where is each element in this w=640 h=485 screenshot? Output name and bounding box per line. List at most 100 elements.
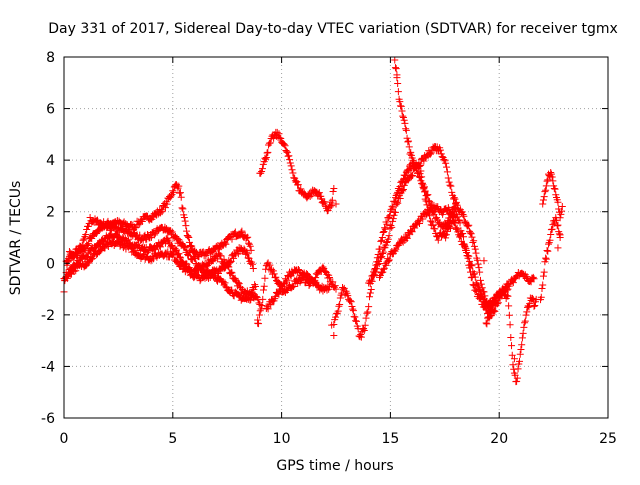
data-point: [340, 284, 348, 292]
data-point: [384, 257, 392, 265]
data-point: [387, 205, 395, 213]
data-point: [402, 233, 410, 241]
data-point: [442, 159, 450, 167]
data-point: [217, 252, 225, 260]
data-point: [286, 156, 294, 164]
data-point: [408, 171, 416, 179]
data-point: [424, 191, 432, 199]
data-point: [266, 261, 274, 269]
data-point: [141, 244, 149, 252]
data-point: [182, 222, 190, 230]
data-point: [556, 231, 564, 239]
data-point: [272, 273, 280, 281]
data-point: [453, 213, 461, 221]
data-point: [284, 152, 292, 160]
data-point: [391, 208, 399, 216]
data-point: [407, 227, 415, 235]
data-point: [469, 281, 477, 289]
data-point: [421, 187, 429, 195]
data-point: [419, 215, 427, 223]
data-point: [238, 227, 246, 235]
data-point: [179, 205, 187, 213]
data-point: [404, 138, 412, 146]
data-point: [547, 231, 555, 239]
data-point: [465, 221, 473, 229]
x-tick-label: 5: [168, 431, 177, 447]
data-point: [415, 216, 423, 224]
data-point: [525, 303, 533, 311]
data-point: [378, 234, 386, 242]
data-point: [366, 289, 374, 297]
data-point: [125, 236, 133, 244]
data-point: [554, 244, 562, 252]
data-point: [444, 174, 452, 182]
data-point: [83, 241, 91, 249]
data-point: [72, 267, 80, 275]
data-point: [396, 182, 404, 190]
y-tick-label: -2: [41, 308, 55, 324]
data-point: [335, 302, 343, 310]
data-point: [558, 207, 566, 215]
data-point: [442, 231, 450, 239]
data-point: [243, 250, 251, 258]
y-tick-label: 4: [46, 153, 55, 169]
data-point: [173, 246, 181, 254]
data-point: [258, 165, 266, 173]
data-point: [407, 148, 415, 156]
data-point: [530, 302, 538, 310]
data-point: [228, 269, 236, 277]
data-point: [379, 248, 387, 256]
data-point: [283, 276, 291, 284]
data-point: [230, 254, 238, 262]
data-point: [401, 119, 409, 127]
data-point: [394, 188, 402, 196]
data-point: [185, 238, 193, 246]
data-point: [138, 218, 146, 226]
data-point: [81, 245, 89, 253]
data-point: [275, 290, 283, 298]
data-point: [396, 98, 404, 106]
data-point: [405, 143, 413, 151]
data-point: [166, 193, 174, 201]
data-point: [381, 225, 389, 233]
data-point: [399, 238, 407, 246]
data-point: [392, 65, 400, 73]
data-point: [379, 249, 387, 257]
data-point: [527, 278, 535, 286]
data-point: [88, 254, 96, 262]
data-point: [385, 256, 393, 264]
data-point: [246, 296, 254, 304]
data-point: [443, 168, 451, 176]
data-point: [397, 102, 405, 110]
x-tick-label: 0: [60, 431, 69, 447]
data-point: [222, 283, 230, 291]
data-point: [363, 309, 371, 317]
data-point: [423, 191, 431, 199]
data-point: [429, 222, 437, 230]
data-point: [332, 200, 340, 208]
data-point: [477, 295, 485, 303]
data-point: [64, 258, 72, 266]
data-point: [448, 188, 456, 196]
data-point: [357, 333, 365, 341]
data-point: [452, 224, 460, 232]
data-point: [173, 257, 181, 265]
data-point: [167, 227, 175, 235]
data-point: [262, 155, 270, 163]
data-point: [390, 247, 398, 255]
data-point: [63, 274, 71, 282]
data-point: [544, 247, 552, 255]
data-point: [393, 198, 401, 206]
data-point: [483, 320, 491, 328]
data-point: [505, 302, 513, 310]
data-point: [472, 286, 480, 294]
data-point: [427, 201, 435, 209]
data-point: [315, 189, 323, 197]
data-point: [321, 198, 329, 206]
data-point: [440, 156, 448, 164]
data-point: [554, 198, 562, 206]
data-point: [491, 307, 499, 315]
data-point: [285, 152, 293, 160]
data-point: [470, 237, 478, 245]
data-point: [330, 331, 338, 339]
